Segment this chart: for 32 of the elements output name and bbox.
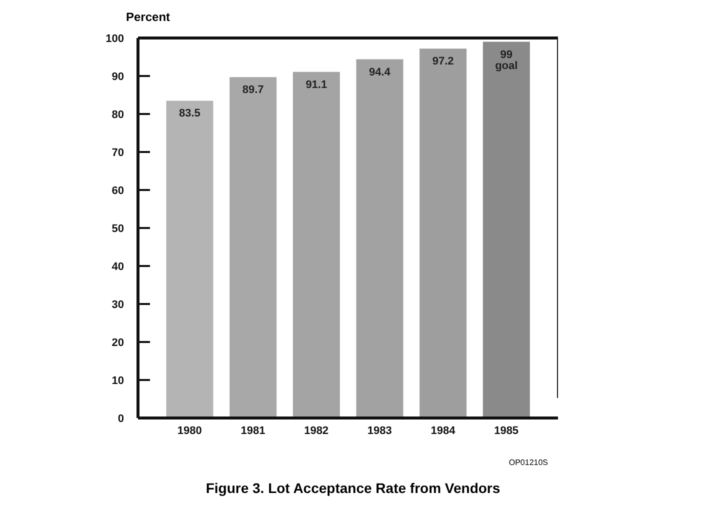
y-axis-title: Percent	[126, 10, 170, 24]
data-label: 94.4	[369, 66, 392, 78]
data-label: 89.7	[242, 84, 264, 96]
y-tick-label: 20	[112, 336, 124, 349]
text: OP01210S	[508, 458, 548, 467]
x-tick-label: 1984	[430, 424, 456, 437]
data-label: 99 goal	[495, 48, 518, 72]
bar	[230, 77, 277, 418]
text: Figure 3. Lot Acceptance Rate from Vendors	[204, 480, 502, 496]
bar	[482, 42, 530, 418]
bar	[356, 59, 404, 418]
bar	[292, 72, 340, 418]
x-tick-label: 1985	[494, 424, 519, 437]
y-tick-label: 100	[106, 32, 124, 45]
y-tick-label: 60	[112, 184, 124, 197]
data-label: 97.2	[432, 56, 454, 68]
y-tick-label: 50	[112, 222, 124, 235]
data-label: 91.1	[306, 78, 328, 91]
y-tick-label: 70	[112, 146, 124, 159]
y-tick-label: 10	[112, 374, 124, 387]
data-label: 83.5	[179, 108, 200, 120]
y-tick-label: 0	[118, 412, 124, 425]
x-tick-label: 1982	[304, 424, 329, 437]
bar	[420, 48, 467, 418]
x-tick-label: 1981	[240, 424, 266, 437]
bar	[166, 100, 214, 418]
y-tick-label: 90	[112, 70, 124, 83]
x-tick-label: 1980	[177, 424, 202, 437]
y-tick-label: 40	[112, 260, 124, 273]
y-tick-label: 80	[112, 108, 124, 121]
y-tick-label: 30	[112, 298, 124, 311]
x-tick-label: 1983	[367, 424, 392, 437]
